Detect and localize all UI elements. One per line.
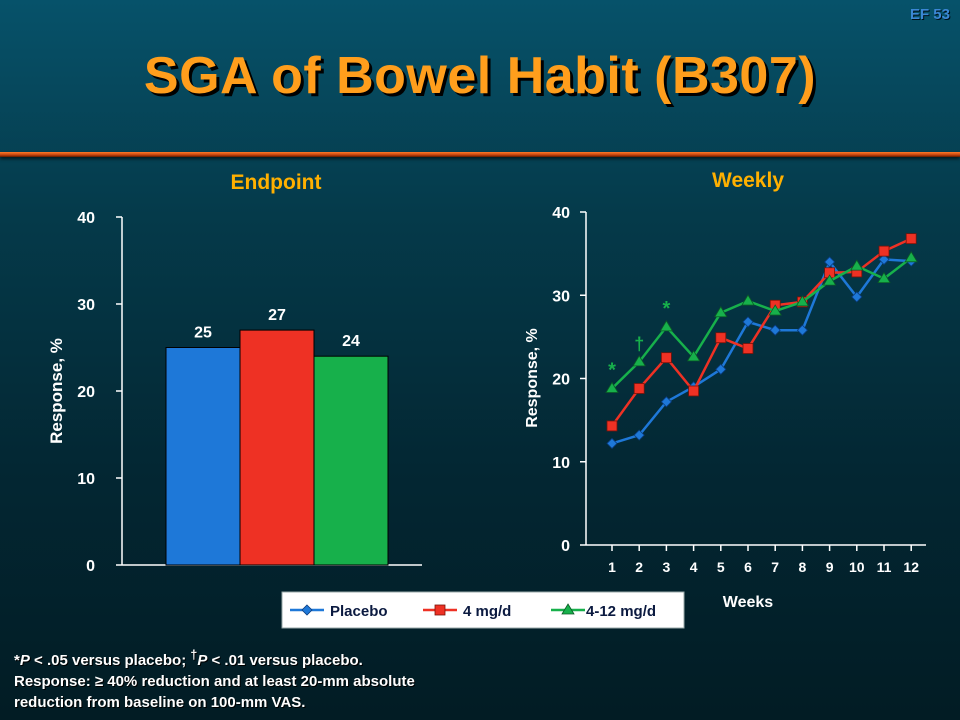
weekly-x-tick-label: 11 xyxy=(877,559,892,575)
weekly-y-axis-label: Response, % xyxy=(524,328,541,428)
weekly-point-placebo xyxy=(742,316,754,328)
weekly-point-dose412 xyxy=(768,304,782,316)
weekly-significance-mark: † xyxy=(634,334,644,354)
weekly-line-placebo xyxy=(611,258,912,445)
weekly-point-dose4 xyxy=(715,332,727,344)
weekly-x-tick-label: 4 xyxy=(690,559,698,575)
footnote-line-3: reduction from baseline on 100-mm VAS. xyxy=(14,694,306,711)
weekly-x-tick-label: 8 xyxy=(799,559,807,575)
weekly-point-placebo xyxy=(824,256,836,268)
weekly-point-placebo xyxy=(851,291,863,303)
weekly-point-dose412 xyxy=(632,355,646,367)
endpoint-bar-value-label: 27 xyxy=(268,307,286,324)
legend-marker-placebo xyxy=(301,604,313,616)
legend-box xyxy=(281,591,685,629)
slide-title: SGA of Bowel Habit (B307) xyxy=(143,47,817,105)
weekly-point-dose412 xyxy=(850,259,864,271)
weekly-point-placebo xyxy=(878,253,890,266)
weekly-point-dose412 xyxy=(904,251,918,263)
weekly-point-dose412 xyxy=(741,294,755,306)
title-divider xyxy=(0,152,960,157)
endpoint-y-tick-label: 20 xyxy=(77,384,95,401)
weekly-y-tick-label: 10 xyxy=(552,455,570,472)
weekly-point-dose412 xyxy=(605,381,619,393)
footnote-line-1: *P < .05 versus placebo; †P < .01 versus… xyxy=(14,645,574,671)
weekly-point-dose4 xyxy=(606,420,618,432)
endpoint-bar xyxy=(165,347,241,566)
footnote-dagger: † xyxy=(190,648,198,662)
endpoint-y-tick-label: 10 xyxy=(77,471,95,488)
weekly-y-tick-label: 40 xyxy=(552,205,570,222)
weekly-y-tick-label: 20 xyxy=(552,372,570,389)
weekly-significance-mark: * xyxy=(663,298,671,320)
weekly-x-tick-label: 6 xyxy=(744,559,752,575)
weekly-x-axis-label: Weeks xyxy=(723,594,774,611)
endpoint-title: Endpoint xyxy=(231,171,322,194)
weekly-point-placebo xyxy=(769,324,781,336)
weekly-significance-mark: * xyxy=(608,359,616,381)
footnote-p-2: P xyxy=(197,652,208,669)
weekly-x-tick-label: 3 xyxy=(663,559,671,575)
footnote-text-1: < .05 versus placebo; xyxy=(29,652,191,669)
weekly-point-dose4 xyxy=(905,233,917,245)
weekly-y-tick-label: 30 xyxy=(552,288,570,305)
weekly-x-tick-label: 9 xyxy=(826,559,834,575)
weekly-x-tick-label: 10 xyxy=(849,559,865,575)
footnote-asterisk: * xyxy=(14,652,20,669)
weekly-point-dose4 xyxy=(633,383,645,394)
weekly-point-placebo xyxy=(633,429,645,441)
weekly-title: Weekly xyxy=(712,169,784,192)
weekly-y-tick-label: 0 xyxy=(561,538,570,555)
weekly-point-dose4 xyxy=(661,352,672,364)
weekly-point-placebo xyxy=(606,437,618,450)
weekly-x-tick-label: 2 xyxy=(635,559,643,575)
weekly-point-dose4 xyxy=(742,343,754,354)
legend-marker-dose412 xyxy=(561,603,575,615)
footnote-text-2: < .01 versus placebo. xyxy=(207,652,363,669)
endpoint-y-tick-label: 0 xyxy=(86,558,95,575)
footnote-p-1: P xyxy=(19,652,30,669)
weekly-point-dose4 xyxy=(688,385,699,397)
endpoint-bar xyxy=(239,329,315,566)
footnote-line-2: Response: ≥ 40% reduction and at least 2… xyxy=(14,673,415,690)
endpoint-y-axis-label: Response, % xyxy=(47,338,66,444)
weekly-x-tick-label: 1 xyxy=(608,559,616,575)
weekly-point-dose4 xyxy=(878,245,890,257)
weekly-x-tick-label: 12 xyxy=(903,559,919,575)
weekly-x-tick-label: 7 xyxy=(771,559,779,575)
legend-marker-dose4 xyxy=(434,604,446,616)
weekly-point-dose412 xyxy=(659,320,674,332)
endpoint-bar-value-label: 24 xyxy=(342,333,360,350)
weekly-point-dose412 xyxy=(795,295,810,307)
endpoint-bar xyxy=(313,355,389,566)
weekly-point-placebo xyxy=(660,396,672,408)
weekly-point-dose412 xyxy=(822,274,837,286)
weekly-x-tick-label: 5 xyxy=(717,559,725,575)
weekly-point-placebo xyxy=(715,363,727,375)
legend-label-placebo: Placebo xyxy=(330,603,388,620)
footnote: *P < .05 versus placebo; †P < .01 versus… xyxy=(14,645,574,713)
weekly-point-dose412 xyxy=(714,305,728,318)
slide-number: EF 53 xyxy=(909,6,950,23)
endpoint-y-tick-label: 30 xyxy=(77,297,95,314)
weekly-line-dose4 xyxy=(610,237,912,427)
weekly-point-dose412 xyxy=(877,271,891,284)
endpoint-y-tick-label: 40 xyxy=(77,210,95,227)
endpoint-bar-value-label: 25 xyxy=(194,325,212,342)
legend-label-dose412: 4-12 mg/d xyxy=(586,603,656,620)
weekly-point-dose412 xyxy=(686,350,701,362)
weekly-point-placebo xyxy=(796,324,808,336)
legend-label-dose4: 4 mg/d xyxy=(463,603,511,620)
